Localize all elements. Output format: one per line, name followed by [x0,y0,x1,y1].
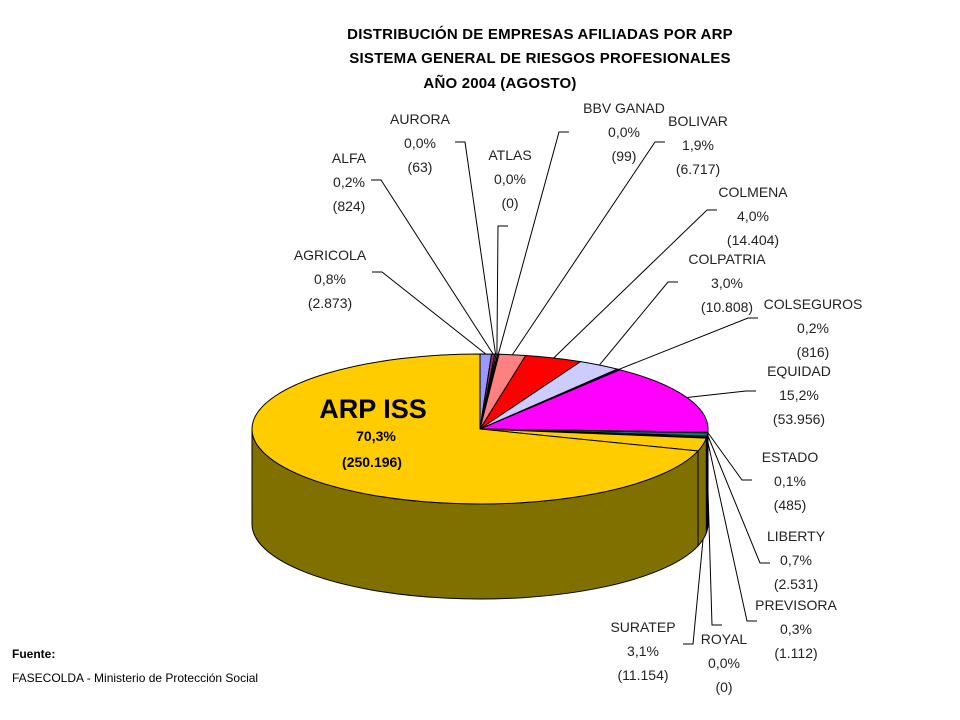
slice-label-aurora-pct: 0,0% [404,135,436,151]
chart-title-line-2: SISTEMA GENERAL DE RIESGOS PROFESIONALES [349,50,731,67]
slice-label-liberty-name: LIBERTY [767,528,826,544]
leader-line-atlas [496,225,508,355]
slice-label-previsora-count: (1.112) [774,645,817,661]
slice-label-bbv-ganad-pct: 0,0% [608,124,640,140]
slice-label-bolivar-count: (6.717) [676,161,720,177]
leader-line-bbv-ganad [497,131,569,355]
slice-label-atlas-count: (0) [501,195,518,211]
chart-title-line-1: DISTRIBUCIÓN DE EMPRESAS AFILIADAS POR A… [347,26,733,43]
slice-label-suratep-name: SURATEP [610,619,675,635]
leader-line-colpatria [599,281,678,366]
slice-label-alfa-pct: 0,2% [333,174,365,190]
leader-line-equidad [686,390,756,398]
slice-label-previsora-name: PREVISORA [755,597,837,613]
slice-label-agricola-name: AGRICOLA [294,247,367,263]
slice-label-alfa-name: ALFA [332,150,367,166]
slice-label-equidad-pct: 15,2% [779,387,819,403]
slice-label-liberty-count: (2.531) [774,576,818,592]
slice-label-bolivar-pct: 1,9% [682,137,714,153]
slice-label-colseguros-name: COLSEGUROS [764,296,863,312]
slice-label-agricola-count: (2.873) [308,295,352,311]
slice-label-arp-iss-pct: 70,3% [356,428,396,444]
leader-line-aurora [455,141,497,355]
slice-label-royal-count: (0) [715,679,732,695]
leader-line-bolivar [511,141,665,356]
slice-label-estado-name: ESTADO [762,449,819,465]
slice-label-equidad-count: (53.956) [773,411,825,427]
slice-label-aurora-name: AURORA [390,111,451,127]
slice-label-alfa-count: (824) [333,198,366,214]
slice-label-colmena-count: (14.404) [727,232,779,248]
slice-label-atlas-name: ATLAS [488,147,531,163]
slice-label-previsora-pct: 0,3% [780,621,812,637]
slice-label-suratep-pct: 3,1% [627,643,659,659]
slice-label-colpatria-name: COLPATRIA [688,251,766,267]
slice-label-suratep-count: (11.154) [617,667,668,683]
slice-label-royal-name: ROYAL [701,631,748,647]
slice-labels: AGRICOLA 0,8% (2.873) ALFA 0,2% (824) AURORA 0,… [294,100,863,695]
slice-label-bbv-ganad-count: (99) [612,148,637,164]
source-text: FASECOLDA - Ministerio de Protección Soc… [12,671,259,685]
source-heading: Fuente: [12,647,56,661]
chart-title-line-3: AÑO 2004 (AGOSTO) [423,75,577,92]
slice-label-equidad-name: EQUIDAD [767,363,831,379]
leader-line-suratep [683,539,704,645]
slice-label-royal-pct: 0,0% [708,655,740,671]
slice-label-bbv-ganad-name: BBV GANAD [583,100,665,116]
slice-label-arp-iss-name: ARP ISS [319,394,427,424]
slice-label-colmena-name: COLMENA [718,184,788,200]
leader-line-royal [705,437,722,626]
slice-label-agricola-pct: 0,8% [314,271,346,287]
leader-line-colmena [553,209,717,359]
leader-line-estado [707,432,752,481]
leader-line-liberty [706,434,770,564]
leader-line-alfa [371,179,494,355]
slice-label-estado-count: (485) [774,497,807,513]
slice-label-atlas-pct: 0,0% [494,171,526,187]
leader-line-agricola [372,271,487,355]
slice-label-colseguros-pct: 0,2% [797,320,829,336]
slice-label-colmena-pct: 4,0% [737,208,769,224]
slice-label-estado-pct: 0,1% [774,473,806,489]
leader-line-previsora [706,436,757,622]
leader-line-colseguros [618,317,758,370]
slice-label-colseguros-count: (816) [797,344,830,360]
slice-side-suratep [697,437,707,548]
slice-label-colpatria-pct: 3,0% [711,275,743,291]
pie-tops [251,353,709,505]
slice-label-aurora-count: (63) [408,159,433,175]
slice-label-colpatria-count: (10.808) [701,299,753,315]
slice-label-liberty-pct: 0,7% [780,552,812,568]
slice-label-arp-iss-count: (250.196) [342,454,402,470]
slice-label-bolivar-name: BOLIVAR [668,113,728,129]
slice-arp-iss [251,353,700,505]
leader-lines [371,131,770,645]
